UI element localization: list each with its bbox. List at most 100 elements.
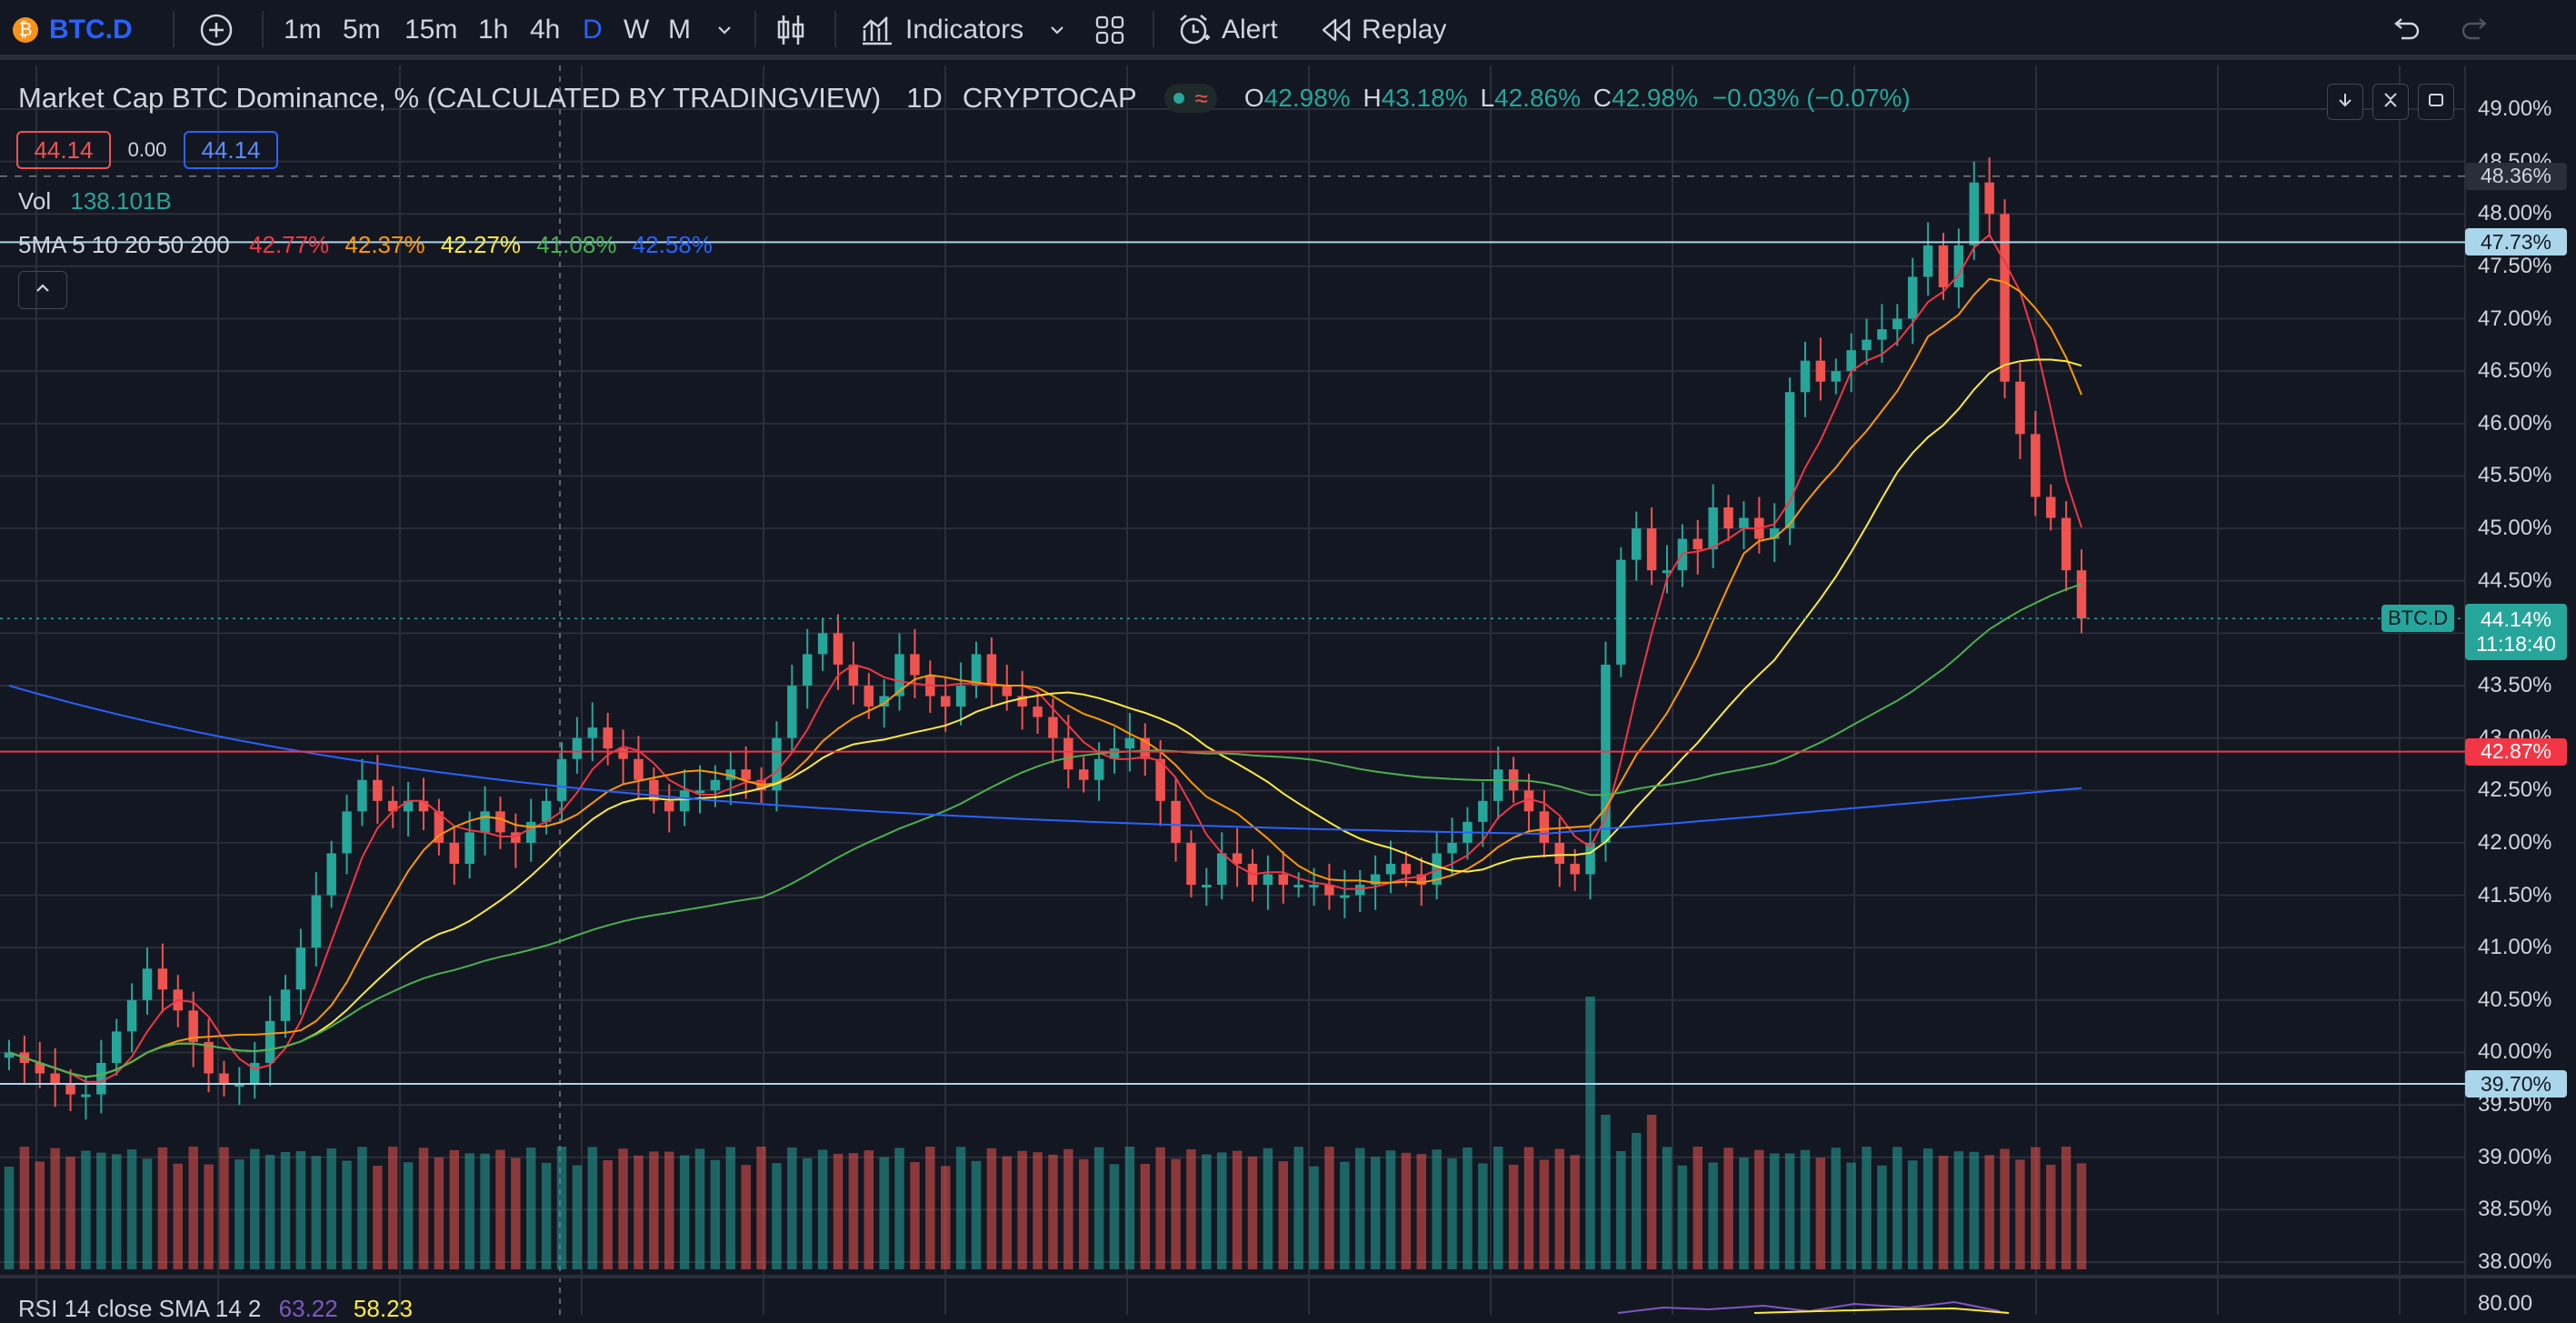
volume-bar: [1708, 1162, 1718, 1269]
undo-button[interactable]: [2389, 0, 2421, 60]
candle-body: [2061, 517, 2072, 571]
candle-body: [1969, 182, 1980, 246]
candle-body: [4, 1052, 15, 1058]
candle-body: [1293, 885, 1303, 888]
price-axis-tick: 42.50%: [2478, 777, 2552, 803]
volume-bar: [1554, 1148, 1565, 1269]
interval-m[interactable]: M: [668, 15, 691, 45]
indicators-button[interactable]: Indicators: [860, 0, 1023, 60]
candle-body: [1493, 769, 1503, 801]
volume-bar: [1432, 1149, 1442, 1269]
interval-4h[interactable]: 4h: [530, 15, 561, 45]
bar-countdown: 11:18:40: [2476, 632, 2556, 656]
candle-body: [480, 811, 490, 833]
interval-dropdown[interactable]: [714, 0, 734, 60]
volume-bar: [1616, 1151, 1626, 1269]
low-label: L: [1480, 84, 1495, 112]
volume-bar: [1263, 1148, 1273, 1269]
buy-price-button[interactable]: 44.14: [184, 131, 278, 169]
interval-5m[interactable]: 5m: [343, 15, 381, 45]
candle-body: [1554, 842, 1565, 864]
replay-button[interactable]: Replay: [1320, 0, 1446, 60]
candle-body: [357, 779, 367, 812]
volume-legend[interactable]: Vol 138.101B: [18, 187, 172, 215]
volume-bar: [81, 1150, 91, 1269]
volume-bar: [1601, 1115, 1611, 1269]
volume-bar: [495, 1149, 505, 1269]
candle-body: [434, 811, 444, 843]
symbol-search[interactable]: ₿ BTC.D: [13, 0, 133, 60]
ma-legend[interactable]: 5MA 5 10 20 50 200 42.77% 42.37% 42.27% …: [18, 231, 713, 259]
layout-button[interactable]: [1094, 0, 1125, 60]
candle-body: [1109, 748, 1120, 759]
high-value: 43.18%: [1381, 84, 1468, 112]
symbol-description: Market Cap BTC Dominance, % (CALCULATED …: [18, 82, 882, 114]
grid-layout-icon: [1094, 15, 1125, 45]
candle-body: [1708, 507, 1718, 550]
volume-bar: [249, 1148, 260, 1269]
candle-body: [894, 654, 904, 697]
indicators-dropdown[interactable]: [1047, 0, 1067, 60]
volume-bar: [2061, 1147, 2072, 1269]
candle-body: [1662, 570, 1672, 574]
maximize-pane-button[interactable]: [2418, 84, 2454, 120]
volume-bar: [204, 1164, 214, 1269]
volume-bar: [2031, 1147, 2041, 1269]
candle-body: [1048, 717, 1058, 738]
candle-body: [1523, 790, 1534, 812]
candle-body: [449, 842, 460, 864]
sell-price-button[interactable]: 44.14: [16, 131, 111, 169]
interval-15m[interactable]: 15m: [404, 15, 458, 45]
rsi-legend[interactable]: RSI 14 close SMA 14 2 63.22 58.23: [18, 1295, 413, 1323]
candle-body: [511, 832, 521, 843]
candle-body: [664, 800, 674, 812]
add-symbol-button[interactable]: [198, 0, 235, 60]
price-chart[interactable]: [0, 65, 2576, 1315]
candle-body: [1769, 528, 1780, 539]
volume-bar: [480, 1153, 490, 1269]
redo-icon: [2460, 16, 2492, 44]
volume-bar: [235, 1159, 245, 1269]
volume-bar: [649, 1151, 659, 1269]
candle-body: [694, 790, 705, 794]
candle-body: [1033, 707, 1043, 717]
collapse-pane-button[interactable]: [2372, 84, 2409, 120]
redo-button[interactable]: [2460, 0, 2492, 60]
volume-bar: [817, 1149, 828, 1269]
collapse-legend-button[interactable]: [18, 271, 67, 309]
interval-d[interactable]: D: [583, 15, 603, 45]
candle-body: [2015, 381, 2025, 435]
alert-button[interactable]: Alert: [1176, 0, 1278, 60]
volume-bar: [1093, 1147, 1104, 1269]
volume-bar: [1831, 1148, 1842, 1269]
ma20-line: [8, 358, 2082, 1078]
price-axis-tick: 43.50%: [2478, 673, 2552, 697]
volume-bar: [1846, 1162, 1856, 1269]
candle-body: [373, 779, 383, 801]
move-pane-down-button[interactable]: [2327, 84, 2363, 120]
candle-body: [525, 821, 536, 843]
volume-bar: [295, 1150, 306, 1269]
volume-bar: [1800, 1149, 1811, 1269]
volume-bar: [1585, 997, 1595, 1269]
interval-1h[interactable]: 1h: [478, 15, 509, 45]
volume-bar: [1508, 1164, 1519, 1269]
volume-bar: [894, 1148, 904, 1269]
volume-bar: [1631, 1133, 1642, 1269]
volume-bar: [1478, 1163, 1488, 1269]
chart-type-button[interactable]: [774, 0, 807, 60]
candle-body: [204, 1041, 214, 1074]
collapse-icon: [2381, 91, 2400, 114]
volume-bar: [802, 1158, 813, 1269]
volume-bar: [96, 1152, 106, 1269]
volume-bar: [188, 1147, 198, 1269]
interval-1m[interactable]: 1m: [284, 15, 322, 45]
volume-bar: [2076, 1163, 2087, 1269]
red-line-price-tag: 42.87%: [2465, 737, 2567, 766]
candle-body: [1340, 895, 1350, 898]
volume-bar: [603, 1159, 613, 1269]
price-axis-tick: 41.00%: [2478, 935, 2552, 960]
volume-bar: [1216, 1152, 1227, 1269]
interval-w[interactable]: W: [624, 15, 650, 45]
volume-bar: [1370, 1157, 1381, 1269]
